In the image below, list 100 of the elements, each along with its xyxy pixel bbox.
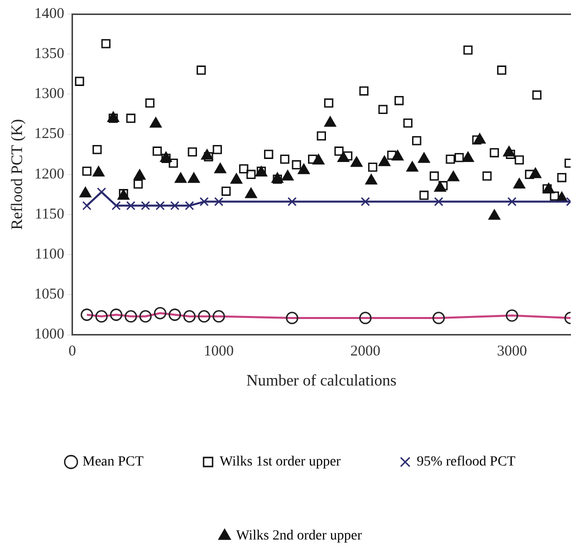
point [82, 201, 92, 210]
point [513, 178, 526, 189]
point [524, 170, 534, 179]
point [287, 197, 297, 206]
point [514, 155, 524, 165]
y-tick-label: 1250 [34, 126, 64, 142]
point [145, 98, 154, 108]
point [434, 197, 444, 206]
point [324, 116, 336, 127]
point [188, 172, 200, 183]
point [462, 152, 474, 162]
point [174, 172, 187, 183]
point [298, 164, 310, 174]
legend-label: 95% reflood PCT [416, 454, 516, 470]
point [214, 162, 226, 174]
y-tick-label: 1150 [34, 206, 64, 222]
point [212, 144, 222, 154]
point [343, 151, 352, 161]
point [557, 173, 566, 182]
x-tick-label: 2000 [350, 344, 380, 360]
point [532, 90, 542, 100]
point [126, 201, 136, 210]
y-tick-label: 1100 [34, 246, 64, 263]
point [316, 131, 326, 140]
point [368, 162, 378, 172]
point [447, 170, 460, 182]
point [365, 174, 378, 185]
point [222, 186, 231, 196]
point [378, 104, 388, 114]
point [378, 156, 390, 166]
point [168, 158, 178, 168]
x-axis-title: Number of calculations [246, 372, 396, 390]
point [92, 166, 104, 176]
point [359, 86, 368, 96]
point [482, 171, 492, 181]
y-tick-label: 1400 [34, 6, 64, 22]
point [92, 144, 102, 154]
point [264, 150, 274, 159]
point [188, 147, 197, 157]
point [79, 186, 92, 198]
point [406, 161, 418, 172]
y-tick-label: 1200 [34, 166, 64, 182]
point [463, 46, 473, 55]
point [246, 170, 256, 179]
point [134, 179, 143, 189]
point [82, 166, 92, 176]
point [308, 154, 318, 164]
point [506, 150, 516, 159]
point [438, 181, 448, 190]
point [497, 66, 506, 75]
point [112, 201, 121, 210]
point [280, 154, 290, 164]
point [96, 187, 106, 197]
y-axis-title: Reflood PCT (K) [8, 118, 26, 230]
point [446, 154, 455, 164]
point [184, 201, 194, 210]
point [550, 191, 560, 201]
point [418, 152, 430, 163]
point [140, 201, 150, 210]
point [152, 146, 162, 156]
point [394, 96, 404, 106]
legend-label: Wilks 1st order upper [220, 454, 342, 470]
point [292, 160, 302, 170]
legend-label: Wilks 2nd order upper [236, 528, 362, 544]
point [214, 197, 224, 206]
point [403, 118, 412, 128]
point [507, 197, 517, 206]
point [282, 170, 294, 181]
point [334, 146, 344, 156]
point [101, 39, 111, 48]
y-tick-label: 1050 [34, 286, 64, 303]
point [412, 136, 422, 146]
x-tick-label: 1000 [204, 344, 234, 360]
point [430, 171, 439, 181]
point [490, 148, 499, 158]
point [170, 201, 180, 210]
point [230, 173, 242, 184]
legend-label: Mean PCT [82, 454, 144, 470]
point [150, 117, 162, 128]
point [472, 135, 482, 145]
point [239, 164, 248, 174]
point [156, 201, 165, 210]
point [454, 152, 464, 162]
point [488, 209, 500, 220]
point [134, 169, 146, 180]
point [360, 197, 370, 206]
y-tick-label: 1350 [34, 46, 64, 62]
y-tick-label: 1300 [34, 86, 64, 102]
point [200, 197, 209, 206]
point [245, 188, 257, 198]
point [387, 150, 396, 160]
point [74, 76, 84, 86]
point [350, 156, 362, 167]
point [419, 190, 429, 200]
x-tick-label: 3000 [496, 344, 527, 360]
point [196, 66, 206, 75]
x-tick-label: 0 [68, 344, 76, 360]
point [204, 152, 214, 162]
point [324, 98, 334, 108]
point [126, 114, 136, 123]
